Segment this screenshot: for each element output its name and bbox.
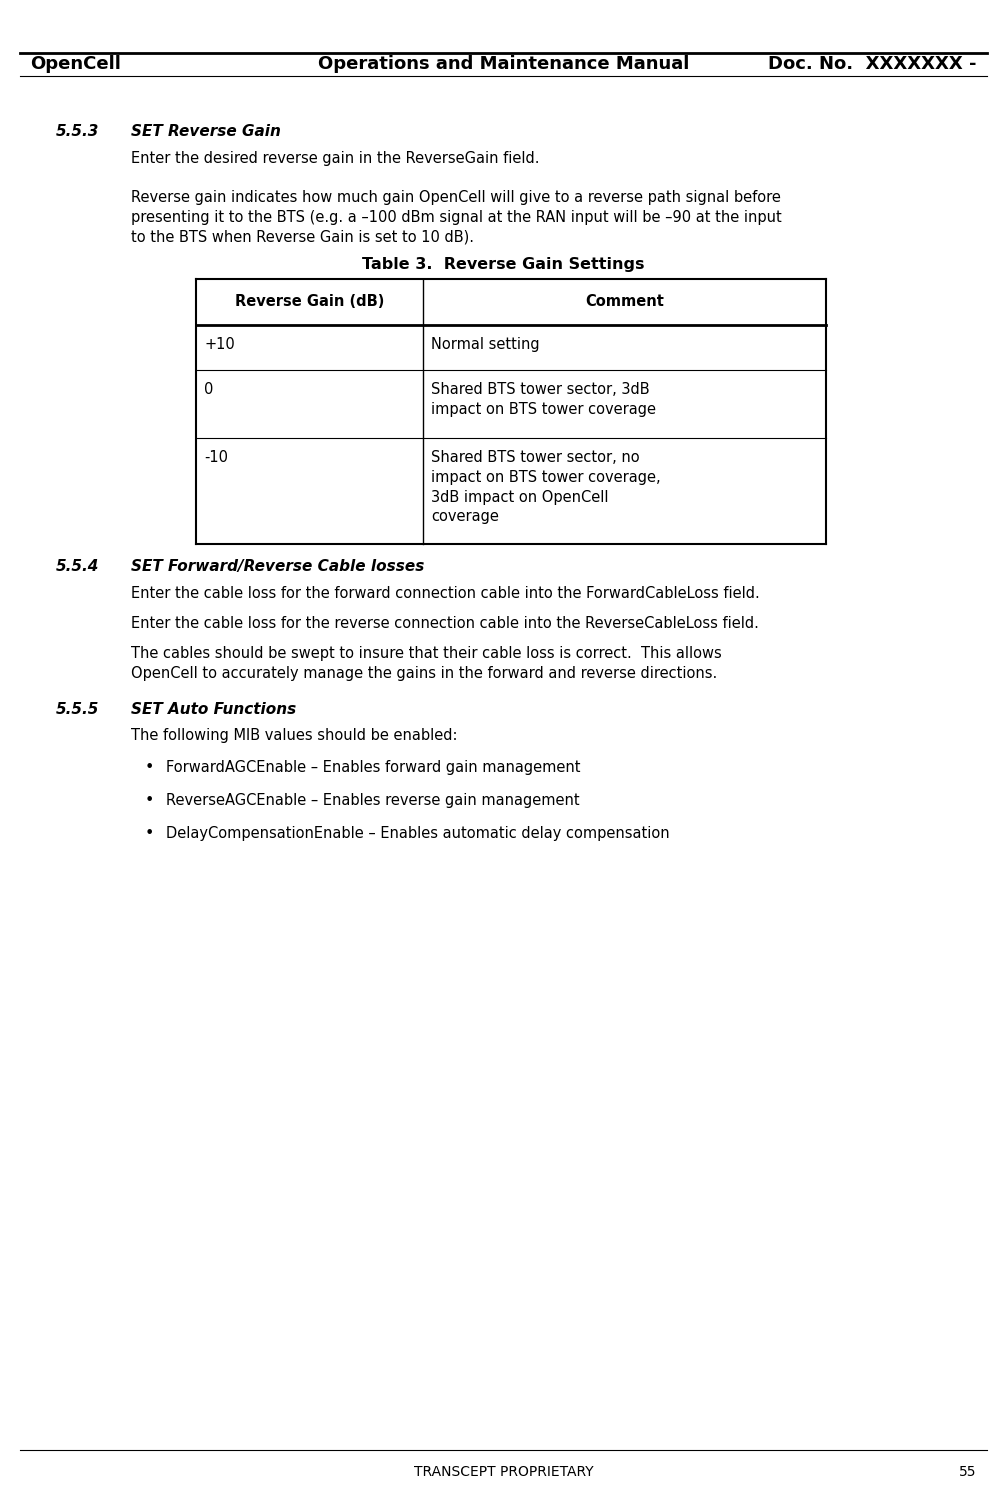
Text: Reverse Gain (dB): Reverse Gain (dB) [235, 294, 385, 310]
Text: The cables should be swept to insure that their cable loss is correct.  This all: The cables should be swept to insure tha… [131, 646, 722, 681]
Text: The following MIB values should be enabled:: The following MIB values should be enabl… [131, 728, 457, 743]
Text: OpenCell: OpenCell [30, 56, 121, 72]
Text: Enter the desired reverse gain in the ReverseGain field.: Enter the desired reverse gain in the Re… [131, 151, 540, 166]
Text: •: • [144, 793, 154, 808]
Text: Normal setting: Normal setting [431, 337, 540, 352]
Text: SET Forward/Reverse Cable losses: SET Forward/Reverse Cable losses [131, 559, 424, 574]
Text: 0: 0 [204, 382, 213, 397]
Text: Enter the cable loss for the reverse connection cable into the ReverseCableLoss : Enter the cable loss for the reverse con… [131, 616, 759, 631]
Text: Shared BTS tower sector, 3dB
impact on BTS tower coverage: Shared BTS tower sector, 3dB impact on B… [431, 382, 656, 417]
Text: ForwardAGCEnable – Enables forward gain management: ForwardAGCEnable – Enables forward gain … [166, 760, 581, 775]
Text: SET Auto Functions: SET Auto Functions [131, 702, 296, 717]
Text: 5.5.4: 5.5.4 [55, 559, 99, 574]
Text: +10: +10 [204, 337, 236, 352]
Text: TRANSCEPT PROPRIETARY: TRANSCEPT PROPRIETARY [414, 1465, 593, 1480]
Text: Shared BTS tower sector, no
impact on BTS tower coverage,
3dB impact on OpenCell: Shared BTS tower sector, no impact on BT… [431, 450, 661, 524]
Text: ReverseAGCEnable – Enables reverse gain management: ReverseAGCEnable – Enables reverse gain … [166, 793, 580, 808]
Text: Comment: Comment [585, 294, 664, 310]
Text: -10: -10 [204, 450, 229, 465]
Text: Table 3.  Reverse Gain Settings: Table 3. Reverse Gain Settings [363, 257, 644, 272]
Text: 5.5.5: 5.5.5 [55, 702, 99, 717]
Text: Doc. No.  XXXXXXX -: Doc. No. XXXXXXX - [768, 56, 977, 72]
Text: •: • [144, 826, 154, 841]
Text: SET Reverse Gain: SET Reverse Gain [131, 124, 281, 139]
Text: •: • [144, 760, 154, 775]
Text: 5.5.3: 5.5.3 [55, 124, 99, 139]
Text: Reverse gain indicates how much gain OpenCell will give to a reverse path signal: Reverse gain indicates how much gain Ope… [131, 190, 781, 245]
Text: 55: 55 [960, 1465, 977, 1480]
Text: DelayCompensationEnable – Enables automatic delay compensation: DelayCompensationEnable – Enables automa… [166, 826, 670, 841]
Text: Enter the cable loss for the forward connection cable into the ForwardCableLoss : Enter the cable loss for the forward con… [131, 586, 759, 601]
Text: Operations and Maintenance Manual: Operations and Maintenance Manual [318, 56, 689, 72]
